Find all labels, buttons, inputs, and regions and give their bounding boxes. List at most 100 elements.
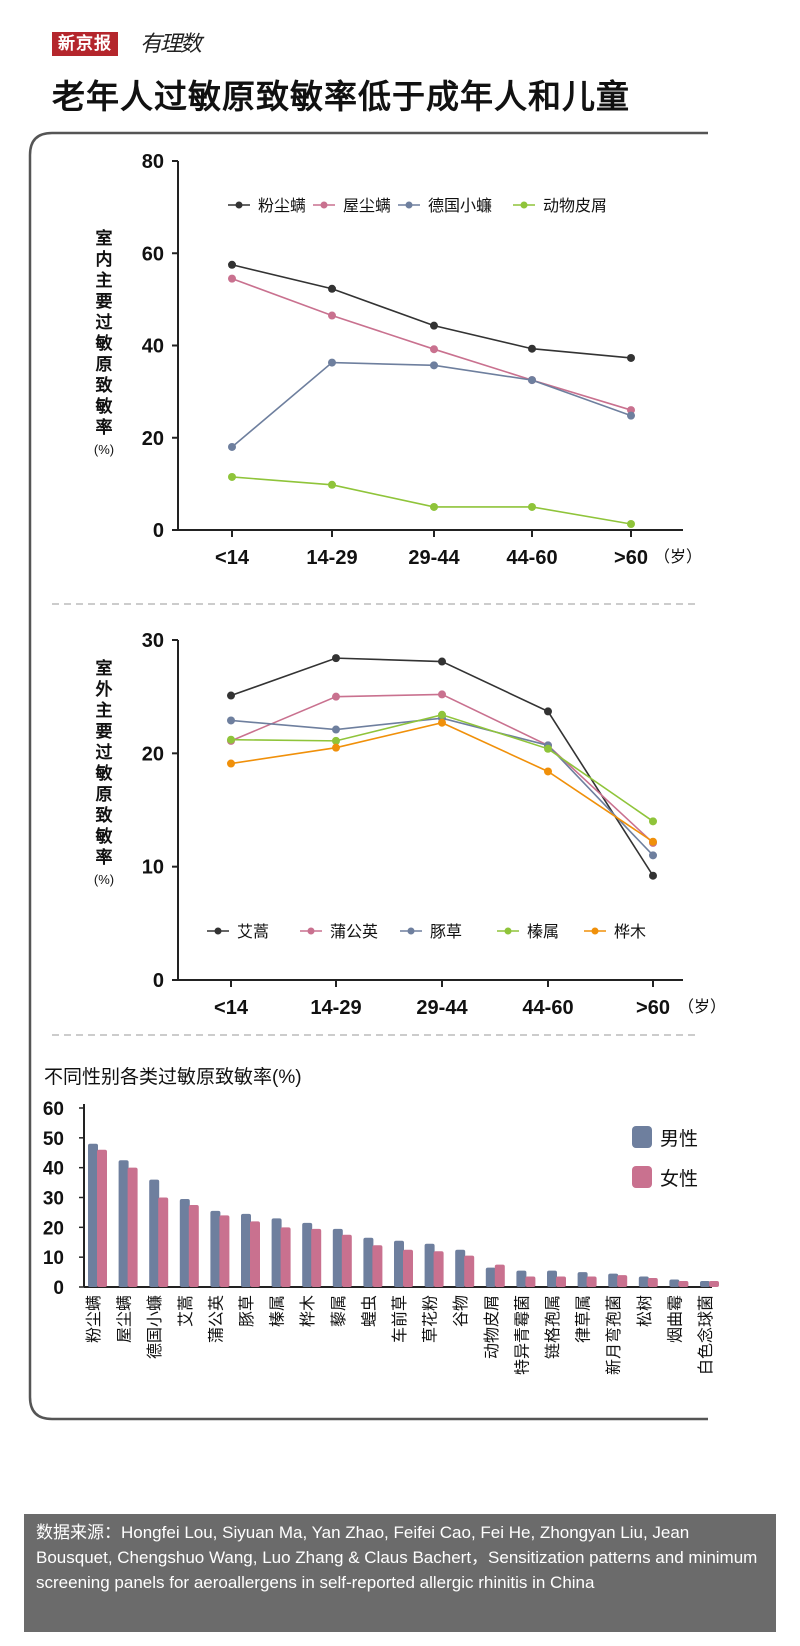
- bar: [372, 1245, 383, 1287]
- series-line: [230, 717, 654, 856]
- y-tick-label: 30: [43, 1189, 64, 1210]
- y-tick-label: 60: [142, 243, 164, 265]
- legend-label: 女性: [660, 1168, 698, 1190]
- legend-label: 德国小蠊: [428, 197, 492, 215]
- bar: [647, 1278, 658, 1287]
- legend-label: 屋尘螨: [343, 197, 391, 215]
- data-point: [627, 520, 635, 529]
- y-tick-label: 0: [153, 520, 164, 542]
- legend-label: 榛属: [527, 923, 559, 941]
- page-title: 老年人过敏原致敏率低于成年人和儿童: [52, 77, 630, 116]
- data-point: [328, 284, 336, 293]
- data-point: [430, 345, 438, 354]
- bar: [617, 1275, 628, 1287]
- legend-label: 粉尘螨: [258, 197, 306, 215]
- x-tick-label: 松树: [636, 1295, 654, 1327]
- legend-marker: [504, 927, 512, 935]
- data-point: [332, 725, 340, 734]
- data-point: [227, 735, 235, 744]
- x-tick-label: 29-44: [416, 997, 468, 1019]
- y-tick-label: 40: [142, 336, 164, 358]
- bar: [464, 1255, 475, 1287]
- data-point: [332, 743, 340, 752]
- x-tick-label: >60: [636, 997, 670, 1019]
- bar: [271, 1218, 282, 1287]
- bar-chart-title: 不同性别各类过敏原致敏率(%): [44, 1066, 302, 1088]
- data-point: [430, 502, 438, 511]
- bar: [179, 1198, 190, 1287]
- x-tick-label: <14: [215, 547, 250, 569]
- bar: [586, 1276, 597, 1287]
- bar: [241, 1213, 251, 1287]
- x-tick-label: 特异青霉菌: [513, 1295, 531, 1375]
- legend-marker: [320, 201, 328, 209]
- y-tick-label: 50: [43, 1129, 64, 1150]
- x-tick-label: 新月弯孢菌: [605, 1295, 623, 1375]
- bar: [127, 1167, 138, 1287]
- bar: [341, 1234, 352, 1287]
- bar: [669, 1279, 680, 1287]
- data-point: [528, 376, 536, 385]
- y-tick-label: 80: [142, 151, 164, 173]
- x-tick-label: 艾蒿: [177, 1295, 195, 1327]
- data-point: [649, 871, 657, 880]
- series-line: [231, 277, 632, 411]
- x-tick-label: 藜属: [330, 1295, 348, 1327]
- data-point: [332, 692, 340, 701]
- x-tick-label: 链格孢属: [544, 1295, 562, 1359]
- y-tick-label: 40: [43, 1159, 64, 1180]
- y-unit-label: (%): [94, 872, 114, 887]
- legend-marker: [235, 201, 243, 209]
- x-tick-label: 44-60: [522, 997, 573, 1019]
- bar: [332, 1228, 343, 1287]
- y-axis-label: 室外主要过敏原致敏率: [95, 658, 114, 867]
- x-tick-label: 14-29: [310, 997, 361, 1019]
- data-point: [332, 736, 340, 745]
- gender-bar-chart: 不同性别各类过敏原致敏率(%) 0 10 20 30 40 50 60 粉尘螨 屋尘螨 德国小蠊 艾蒿…: [43, 1066, 719, 1375]
- x-tick-label: 粉尘螨: [85, 1295, 103, 1343]
- x-tick-label: 动物皮屑: [483, 1295, 501, 1359]
- data-point: [528, 502, 536, 511]
- bar: [433, 1251, 444, 1287]
- bar: [547, 1270, 557, 1287]
- bar: [608, 1273, 619, 1287]
- y-tick-label: 0: [153, 970, 164, 992]
- data-point: [227, 716, 235, 725]
- bar: [311, 1228, 322, 1287]
- data-point: [438, 690, 446, 699]
- data-point: [328, 311, 336, 320]
- x-unit-label: （岁）: [678, 998, 726, 1016]
- legend-marker: [214, 927, 222, 935]
- x-tick-label: 豚草: [238, 1295, 256, 1327]
- indoor-line-chart: 0 20 40 60 80 <14 14-29 29-44 44-60 >60 （岁） 室内主要过敏原…: [94, 151, 702, 569]
- bar: [577, 1272, 588, 1287]
- legend-label: 豚草: [430, 923, 462, 941]
- x-tick-label: 谷物: [452, 1295, 470, 1327]
- legend-marker: [591, 927, 599, 935]
- bar: [485, 1267, 496, 1287]
- x-tick-label: 44-60: [506, 547, 557, 569]
- data-point: [438, 710, 446, 719]
- legend-marker: [405, 201, 413, 209]
- bar: [516, 1270, 527, 1287]
- x-tick-label: 桦木: [299, 1295, 317, 1327]
- data-point: [228, 442, 236, 451]
- bar: [394, 1240, 404, 1287]
- x-tick-label: 车前草: [391, 1295, 409, 1343]
- bar: [638, 1276, 649, 1287]
- data-point: [438, 718, 446, 727]
- bar: [210, 1210, 221, 1287]
- legend-marker: [520, 201, 528, 209]
- x-unit-label: （岁）: [654, 548, 702, 566]
- y-tick-label: 20: [142, 428, 164, 450]
- x-tick-label: 烟曲霉: [666, 1295, 684, 1343]
- x-tick-label: 屋尘螨: [116, 1295, 134, 1343]
- data-point: [430, 321, 438, 330]
- bar: [88, 1143, 98, 1287]
- data-point: [430, 361, 438, 370]
- brand-logo: 新京报: [52, 32, 118, 56]
- legend-label: 蒲公英: [330, 923, 378, 941]
- bar: [678, 1281, 689, 1287]
- series-line: [230, 713, 654, 822]
